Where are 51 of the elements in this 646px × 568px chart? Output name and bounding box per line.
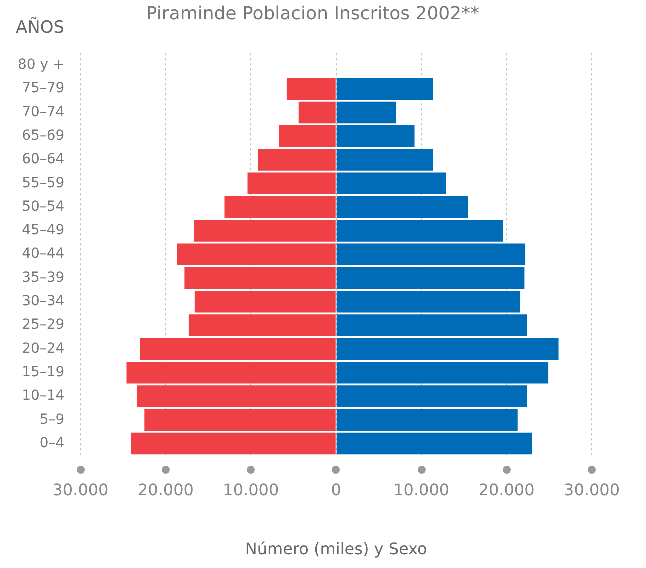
y-tick-label: 30–34 — [22, 294, 65, 310]
bar — [131, 432, 336, 455]
bar — [336, 78, 434, 100]
bar — [298, 102, 336, 124]
y-tick-label: 70–74 — [22, 104, 65, 120]
x-tick-label: 10.000 — [223, 480, 280, 500]
y-tick-label: 75–79 — [22, 80, 65, 97]
y-tick-label: 45–49 — [22, 222, 65, 239]
x-tick-label: 30.000 — [52, 480, 109, 500]
bar — [279, 125, 336, 148]
y-tick-label: 10–14 — [22, 388, 65, 404]
bar — [336, 102, 396, 124]
y-tick-label: 25–29 — [22, 317, 65, 334]
x-axis-title: Número (miles) y Sexo — [245, 540, 428, 559]
bar — [336, 432, 532, 455]
y-tick-label: 55–59 — [22, 175, 65, 192]
bar — [336, 386, 528, 408]
bar — [336, 149, 434, 171]
bar — [336, 267, 525, 290]
bar — [336, 409, 518, 432]
y-tick-label: 60–64 — [22, 152, 65, 168]
bar — [224, 196, 336, 218]
x-tick-label: 30.000 — [564, 480, 620, 500]
bar — [336, 338, 559, 360]
bar — [144, 409, 336, 432]
bar — [336, 196, 468, 218]
y-axis-title: AÑOS — [16, 18, 65, 38]
bar — [136, 386, 336, 408]
y-tick-label: 0–4 — [40, 435, 65, 452]
bar — [248, 172, 336, 195]
y-tick-label: 80 y + — [18, 57, 65, 74]
y-tick-label: 35–39 — [22, 270, 65, 286]
bar — [286, 78, 336, 100]
y-tick-label: 5–9 — [40, 412, 65, 428]
chart-title: Piraminde Poblacion Inscritos 2002** — [146, 3, 480, 24]
bar — [140, 338, 336, 360]
bar — [258, 149, 336, 171]
y-tick-label: 65–69 — [22, 128, 65, 144]
x-tick-label: 10.000 — [394, 480, 450, 500]
x-tick-label: 0 — [331, 480, 342, 500]
bar — [336, 125, 415, 148]
bar — [336, 172, 446, 195]
y-tick-label: 20–24 — [22, 340, 65, 357]
y-tick-label: 50–54 — [22, 198, 65, 215]
bar — [184, 267, 336, 290]
x-tick-label: 20.000 — [478, 480, 535, 500]
y-tick-label: 15–19 — [22, 364, 65, 380]
x-tick-label: 20.000 — [138, 480, 194, 500]
y-tick-label: 40–44 — [22, 246, 65, 262]
bar — [336, 362, 549, 384]
bar — [126, 362, 336, 384]
